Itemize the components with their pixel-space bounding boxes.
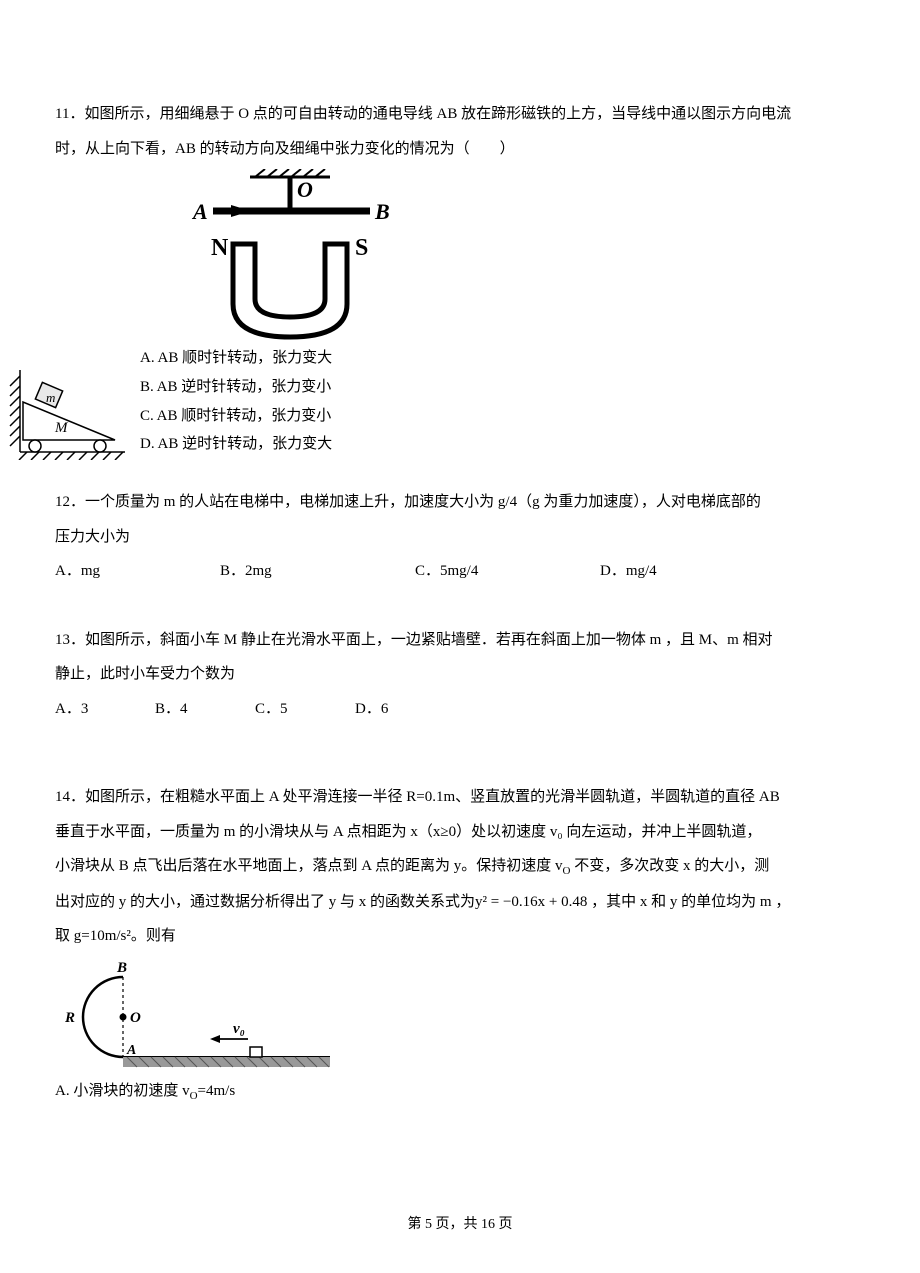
q14-optA-sub: O (190, 1090, 198, 1102)
q14-stem-l4: 出对应的 y 的大小，通过数据分析得出了 y 与 x 的函数关系式为y² = −… (55, 888, 865, 917)
q14-label-B: B (116, 960, 127, 976)
question-12: 12．一个质量为 m 的人站在电梯中，电梯加速上升，加速度大小为 g/4（g 为… (55, 488, 865, 586)
q11-figures-row: m M (55, 169, 865, 460)
q11-option-B: B. AB 逆时针转动，张力变小 (140, 374, 405, 402)
q11-main-figure-icon: A B O N S (175, 169, 405, 344)
q14-label-v0: v₀ (233, 1021, 245, 1037)
q12-text: 一个质量为 m 的人站在电梯中，电梯加速上升，加速度大小为 g/4（g 为重力加… (85, 494, 761, 510)
q13-text: 如图所示，斜面小车 M 静止在光滑水平面上，一边紧贴墙壁．若再在斜面上加一物体 … (85, 632, 773, 648)
q11-aux-label-M: M (54, 420, 69, 436)
q11-text-line2: 时，从上向下看，AB 的转动方向及细绳中张力变化的情况为（ ） (55, 135, 865, 164)
q13-option-B: B．4 (155, 695, 255, 724)
q14-label-R: R (64, 1010, 75, 1026)
q11-label-A: A (191, 199, 208, 224)
page-number: 5 (425, 1217, 432, 1232)
q11-option-A: A. AB 顺时针转动，张力变大 (140, 345, 405, 373)
q11-label-B: B (374, 199, 390, 224)
q11-aux-figure-icon: m M (5, 370, 130, 460)
q13-options: A．3 B．4 C．5 D．6 (55, 695, 865, 724)
q12-option-B: B．2mg (220, 557, 415, 586)
q13-text2: 静止，此时小车受力个数为 (55, 660, 865, 689)
question-11: 11．如图所示，用细绳悬于 O 点的可自由转动的通电导线 AB 放在蹄形磁铁的上… (55, 100, 865, 460)
q11-label-S: S (355, 235, 368, 261)
q11-main-block: A B O N S A. AB 顺时针转动，张力变大 B. AB 逆时针转动，张… (140, 169, 405, 460)
q12-option-D: D．mg/4 (600, 557, 657, 586)
question-13: 13．如图所示，斜面小车 M 静止在光滑水平面上，一边紧贴墙壁．若再在斜面上加一… (55, 626, 865, 724)
q14-figure-icon: B O R A v₀ (55, 957, 335, 1077)
q14-text-p5: ，其中 x 和 y 的单位均为 m ， (591, 894, 790, 910)
q14-text-p0: 如图所示，在粗糙水平面上 A 处平滑连接一半径 R=0.1m、竖直放置的光滑半圆… (85, 789, 780, 805)
q13-option-A: A．3 (55, 695, 155, 724)
q11-option-D: D. AB 逆时针转动，张力变大 (140, 431, 405, 459)
q14-label-O: O (130, 1010, 141, 1026)
q11-aux-label-m: m (46, 390, 55, 405)
q13-number: 13． (55, 632, 85, 648)
q12-options: A．mg B．2mg C．5mg/4 D．mg/4 (55, 557, 865, 586)
q14-text-p3: 不变，多次改变 x 的大小，测 (574, 858, 769, 874)
q11-label-N: N (211, 235, 229, 261)
q14-option-A: A. 小滑块的初速度 vO=4m/s (55, 1077, 865, 1107)
q14-optA-suffix: =4m/s (198, 1083, 236, 1099)
q11-stem: 11．如图所示，用细绳悬于 O 点的可自由转动的通电导线 AB 放在蹄形磁铁的上… (55, 100, 865, 129)
q14-stem-l3: 小滑块从 B 点飞出后落在水平地面上，落点到 A 点的距离为 y。保持初速度 v… (55, 852, 865, 882)
q14-text-p2: 小滑块从 B 点飞出后落在水平地面上，落点到 A 点的距离为 y。保持初速度 v (55, 858, 563, 874)
q11-number: 11． (55, 106, 84, 122)
q14-equation: y² = −0.16x + 0.48 (475, 894, 587, 910)
q11-option-C: C. AB 顺时针转动，张力变小 (140, 403, 405, 431)
q11-options: A. AB 顺时针转动，张力变大 B. AB 逆时针转动，张力变小 C. AB … (140, 345, 405, 459)
q13-option-D: D．6 (355, 695, 388, 724)
document-page: 11．如图所示，用细绳悬于 O 点的可自由转动的通电导线 AB 放在蹄形磁铁的上… (0, 0, 920, 1273)
q14-label-A: A (126, 1043, 136, 1058)
q12-number: 12． (55, 494, 85, 510)
q12-option-C: C．5mg/4 (415, 557, 600, 586)
q11-label-O: O (297, 177, 313, 202)
q14-optA-prefix: A. 小滑块的初速度 v (55, 1083, 190, 1099)
q14-sub-O: O (563, 865, 571, 877)
q14-number: 14． (55, 789, 85, 805)
q14-stem-l1: 14．如图所示，在粗糙水平面上 A 处平滑连接一半径 R=0.1m、竖直放置的光… (55, 783, 865, 812)
q11-text-line1: 如图所示，用细绳悬于 O 点的可自由转动的通电导线 AB 放在蹄形磁铁的上方，当… (84, 106, 791, 122)
q14-text-p6: 取 g=10m/s²。则有 (55, 922, 865, 951)
q12-stem: 12．一个质量为 m 的人站在电梯中，电梯加速上升，加速度大小为 g/4（g 为… (55, 488, 865, 517)
page-total: 16 (481, 1217, 495, 1232)
q13-option-C: C．5 (255, 695, 355, 724)
q12-text2: 压力大小为 (55, 523, 865, 552)
q14-text-p4: 出对应的 y 的大小，通过数据分析得出了 y 与 x 的函数关系式为 (55, 894, 475, 910)
page-footer: 第 5 页，共 16 页 (0, 1213, 920, 1233)
q13-stem: 13．如图所示，斜面小车 M 静止在光滑水平面上，一边紧贴墙壁．若再在斜面上加一… (55, 626, 865, 655)
q14-text-p1: 垂直于水平面，一质量为 m 的小滑块从与 A 点相距为 x（x≥0）处以初速度 … (55, 818, 865, 847)
question-14: 14．如图所示，在粗糙水平面上 A 处平滑连接一半径 R=0.1m、竖直放置的光… (55, 783, 865, 1107)
q12-option-A: A．mg (55, 557, 220, 586)
